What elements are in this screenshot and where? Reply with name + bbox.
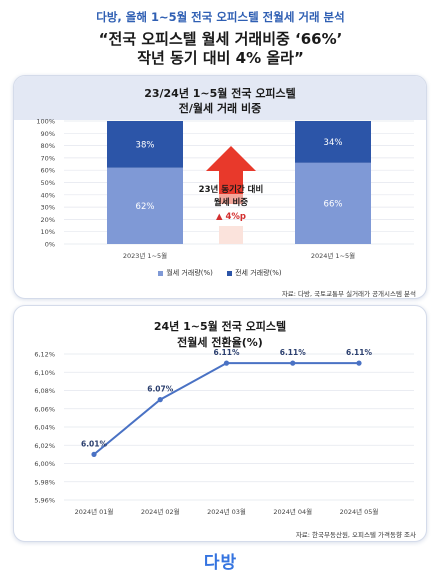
bar-chart-title-band — [14, 76, 426, 120]
bar-ytick-label: 30% — [41, 204, 55, 212]
line-data-label: 6.11% — [280, 348, 307, 357]
line-category-label: 2024년 02월 — [141, 507, 180, 516]
bar-ytick-label: 10% — [41, 228, 55, 236]
line-chart-panel: 24년 1~5월 전국 오피스텔 전월세 전환율(%) 5,96% 5,98% 6,… — [13, 305, 427, 542]
line-point — [356, 360, 362, 366]
bar-chart-source: 자료: 다방, 국토교통부 실거래가 공개시스템 분석 — [281, 290, 416, 298]
line-ytick-label: 6,12% — [34, 351, 55, 359]
line-chart-svg: 5,96% 5,98% 6,00% 6,02% 6,04% 6,06% 6,08% 6,10%… — [34, 348, 414, 516]
bar-segment — [295, 162, 371, 244]
legend-jeonse-swatch — [227, 270, 233, 276]
bar-segment — [295, 121, 371, 163]
bar-ytick-label: 40% — [41, 191, 55, 199]
bar-data-label: 62% — [136, 202, 155, 212]
line-data-label: 6.11% — [346, 348, 373, 357]
bar-category-label: 2024년 1~5월 — [311, 251, 355, 260]
bar-chart-title-line-2: 전/월세 거래 비중 — [178, 102, 262, 115]
line-point — [157, 397, 163, 403]
bar-ytick-label: 80% — [41, 142, 55, 150]
line-category-label: 2024년 03월 — [207, 507, 246, 516]
bar-ytick-label: 90% — [41, 130, 55, 138]
callout-line-1: 23년 동기간 대비 — [199, 184, 264, 195]
bar-data-label: 66% — [324, 199, 343, 209]
line-ytick-label: 6,04% — [34, 424, 55, 432]
bar-category-label: 2023년 1~5월 — [123, 251, 167, 260]
bar-ytick-label: 100% — [36, 118, 55, 126]
line-chart-title-line-1: 24년 1~5월 전국 오피스텔 — [153, 320, 287, 333]
callout-line-2: 월세 비중 — [214, 197, 248, 208]
bar-ytick-label: 50% — [41, 179, 55, 187]
bar-ytick-label: 20% — [41, 216, 55, 224]
bar-data-label: 34% — [324, 138, 343, 148]
legend-monthly-swatch — [158, 270, 164, 276]
line-point — [91, 451, 97, 457]
line-ytick-label: 6,10% — [34, 369, 55, 377]
bar-chart-legend: 월세 거래량(%) 전세 거래량(%) — [14, 268, 426, 278]
line-data-label: 6.01% — [81, 439, 108, 448]
header-subtitle: 다방, 올해 1~5월 전국 오피스텔 전월세 거래 분석 — [96, 10, 345, 24]
legend-monthly: 월세 거래량(%) — [158, 268, 213, 278]
line-data-label: 6.07% — [147, 385, 174, 394]
legend-jeonse-label: 전세 거래량(%) — [235, 269, 282, 277]
line-category-label: 2024년 05월 — [340, 507, 379, 516]
line-chart-title-line-2: 전월세 전환율(%) — [177, 336, 263, 349]
bar-chart-title-line-1: 23/24년 1~5월 전국 오피스텔 — [144, 87, 296, 100]
up-arrow-icon — [206, 146, 256, 244]
line-ytick-label: 5,96% — [34, 497, 55, 505]
bar-ytick-label: 0% — [45, 241, 55, 249]
line-category-label: 2024년 04월 — [273, 507, 312, 516]
line-ytick-label: 5,98% — [34, 478, 55, 486]
legend-jeonse: 전세 거래량(%) — [227, 268, 282, 278]
bar-segment — [107, 167, 183, 244]
callout-line-3: ▲ 4%p — [216, 212, 246, 222]
bar-ytick-label: 70% — [41, 154, 55, 162]
line-ytick-label: 6,02% — [34, 442, 55, 450]
headline-line-2: 작년 동기 대비 4% 올라” — [137, 49, 304, 67]
line-point — [223, 360, 230, 366]
dabang-logo: 다방 — [203, 553, 238, 573]
line-ytick-label: 6,08% — [34, 387, 55, 395]
bar-data-label: 38% — [136, 140, 155, 150]
line-point — [290, 360, 296, 366]
headline-line-1: “전국 오피스텔 월세 거래비중 ‘66%’ — [98, 30, 343, 48]
line-data-label: 6.11% — [213, 348, 240, 357]
line-category-label: 2024년 01월 — [75, 507, 114, 516]
bar-chart-svg: 0% 10% 20% 30% 40% 50% 60% 70% 80% 90% 100% 62% 38%… — [36, 118, 414, 260]
legend-monthly-label: 월세 거래량(%) — [166, 269, 213, 277]
line-ytick-label: 6,06% — [34, 405, 55, 413]
bar-ytick-label: 60% — [41, 167, 55, 175]
line-chart-source: 자료: 한국부동산원, 오피스텔 가격동향 조사 — [295, 531, 416, 539]
line-ytick-label: 6,00% — [34, 460, 55, 468]
bar-segment — [107, 121, 183, 168]
bar-chart-panel: 23/24년 1~5월 전국 오피스텔 전/월세 거래 비중 0% 10% 20% 3… — [13, 75, 427, 299]
